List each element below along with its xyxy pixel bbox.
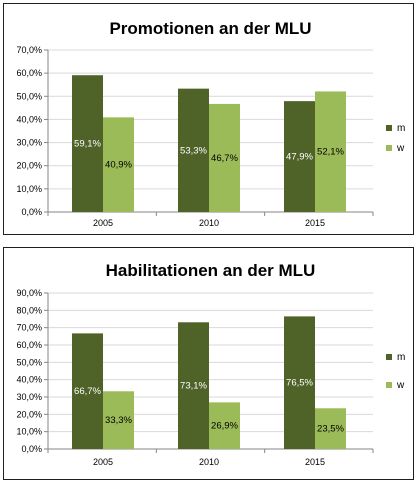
chart-panel-habilitationen: Habilitationen an der MLU 0,0% 10,0% 20,0% 3… <box>3 247 414 480</box>
y-tick-label: 10,0% <box>16 184 42 194</box>
y-tick-label: 10,0% <box>16 427 42 437</box>
x-tick-label: 2005 <box>93 218 113 228</box>
legend-label-m: m <box>397 352 405 363</box>
legend-label-w: w <box>396 143 405 154</box>
data-label: 73,1% <box>180 381 207 392</box>
data-label: 76,5% <box>286 378 313 389</box>
y-tick-label: 80,0% <box>16 305 42 315</box>
data-label: 59,1% <box>74 139 101 150</box>
legend-label-w: w <box>396 380 405 391</box>
bar-m-2015 <box>284 316 315 449</box>
data-label: 40,9% <box>105 160 132 171</box>
chart-title: Habilitationen an der MLU <box>106 261 316 280</box>
bar-w-2005 <box>103 117 134 212</box>
data-label: 53,3% <box>180 145 207 156</box>
y-tick-label: 50,0% <box>16 357 42 367</box>
y-tick-label: 60,0% <box>16 68 42 78</box>
bar-m-2005 <box>72 333 103 449</box>
y-tick-label: 60,0% <box>16 340 42 350</box>
y-tick-label: 70,0% <box>16 323 42 333</box>
legend-label-m: m <box>397 123 405 134</box>
y-tick-label: 40,0% <box>16 375 42 385</box>
legend-swatch-w <box>386 145 392 151</box>
x-tick-label: 2010 <box>199 457 219 467</box>
bar-m-2015 <box>284 101 315 212</box>
legend-swatch-m <box>386 125 392 131</box>
y-tick-label: 90,0% <box>16 288 42 298</box>
bar-w-2005 <box>103 391 134 449</box>
x-tick-label: 2010 <box>199 218 219 228</box>
y-tick-label: 0,0% <box>21 444 42 454</box>
y-tick-label: 40,0% <box>16 114 42 124</box>
bar-w-2010 <box>209 402 240 449</box>
data-label: 52,1% <box>317 147 344 158</box>
chart-panel-promotionen: Promotionen an der MLU 0,0% 10,0% 20,0% 30,0… <box>3 3 414 235</box>
bar-m-2010 <box>178 322 209 449</box>
y-tick-label: 30,0% <box>16 392 42 402</box>
bar-w-2015 <box>315 408 346 449</box>
y-tick-label: 30,0% <box>16 138 42 148</box>
bar-w-2015 <box>315 91 346 212</box>
bar-w-2010 <box>209 103 240 212</box>
y-tick-label: 50,0% <box>16 91 42 101</box>
y-tick-label: 0,0% <box>21 207 42 217</box>
data-label: 26,9% <box>211 421 238 432</box>
y-tick-label: 70,0% <box>16 45 42 55</box>
y-tick-label: 20,0% <box>16 161 42 171</box>
legend-swatch-w <box>386 382 392 388</box>
data-label: 46,7% <box>211 153 238 164</box>
data-label: 23,5% <box>317 424 344 435</box>
data-label: 33,3% <box>105 415 132 426</box>
data-label: 66,7% <box>74 386 101 397</box>
chart-habilitationen: Habilitationen an der MLU 0,0% 10,0% 20,0% 3… <box>16 261 405 467</box>
x-tick-label: 2015 <box>305 218 325 228</box>
data-label: 47,9% <box>286 152 313 163</box>
x-tick-label: 2005 <box>93 457 113 467</box>
bar-m-2010 <box>178 88 209 212</box>
y-tick-label: 20,0% <box>16 409 42 419</box>
bar-m-2005 <box>72 75 103 213</box>
chart-promotionen: Promotionen an der MLU 0,0% 10,0% 20,0% 30,0… <box>16 19 405 228</box>
legend-swatch-m <box>386 354 392 360</box>
chart-title: Promotionen an der MLU <box>109 19 311 38</box>
x-tick-label: 2015 <box>305 457 325 467</box>
